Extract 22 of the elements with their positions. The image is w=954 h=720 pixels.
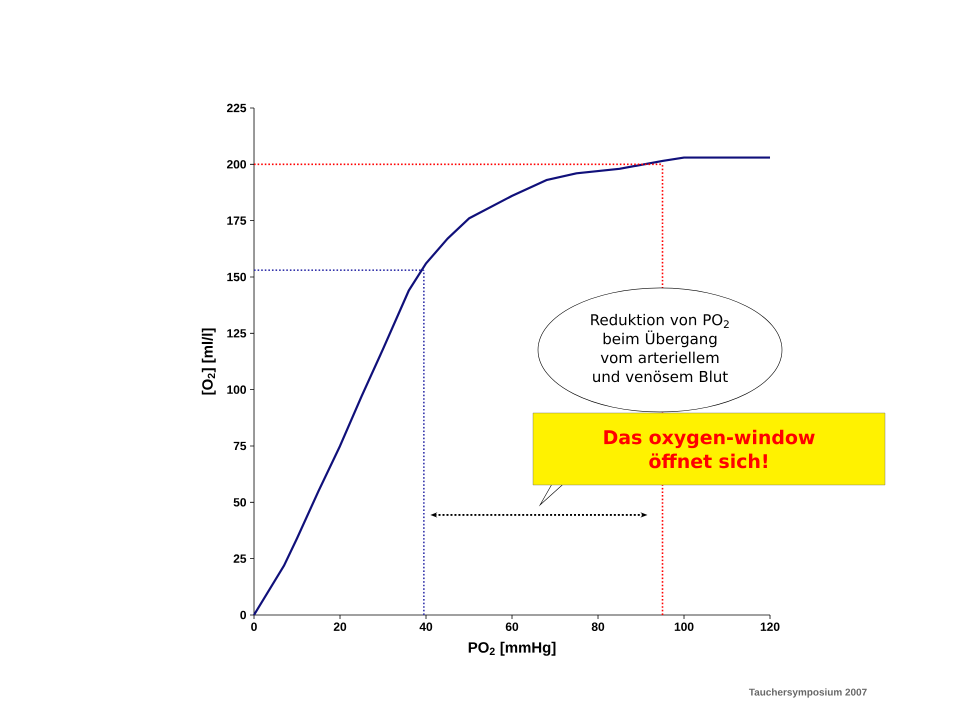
x-tick-label: 20 bbox=[334, 622, 346, 631]
text: Tauchersymposium 2007 bbox=[748, 688, 867, 698]
y-tick-label: 100 bbox=[227, 385, 246, 394]
x-tick-label: 60 bbox=[506, 622, 518, 631]
y-tick-label: 25 bbox=[234, 554, 246, 563]
y-tick-label: 0 bbox=[240, 610, 246, 620]
x-tick-label: 0 bbox=[251, 622, 257, 631]
y-tick-label: 50 bbox=[234, 498, 246, 507]
y-tick-label: 175 bbox=[227, 216, 246, 225]
y-axis-title: [O$_{2}$] [ml/l] bbox=[202, 328, 216, 395]
y-tick-label: 150 bbox=[227, 272, 246, 282]
annotation: Reduktion von PO$_{2}$ beim Übergang vom arteriellem und venösem Blut bbox=[591, 314, 729, 382]
x-tick-label: 120 bbox=[760, 622, 780, 631]
y-tick-label: 75 bbox=[234, 442, 246, 450]
annotation: Das oxygen-window öffnet sich! bbox=[604, 430, 815, 468]
x-tick-label: 80 bbox=[592, 622, 604, 631]
y-tick-label: 125 bbox=[227, 329, 246, 338]
y-tick-label: 200 bbox=[226, 160, 246, 169]
x-axis-title: PO$_{2}$ [mmHg] bbox=[468, 642, 556, 656]
x-tick-label: 100 bbox=[674, 622, 694, 631]
x-tick-label: 40 bbox=[420, 622, 432, 631]
y-tick-label: 225 bbox=[226, 104, 246, 112]
